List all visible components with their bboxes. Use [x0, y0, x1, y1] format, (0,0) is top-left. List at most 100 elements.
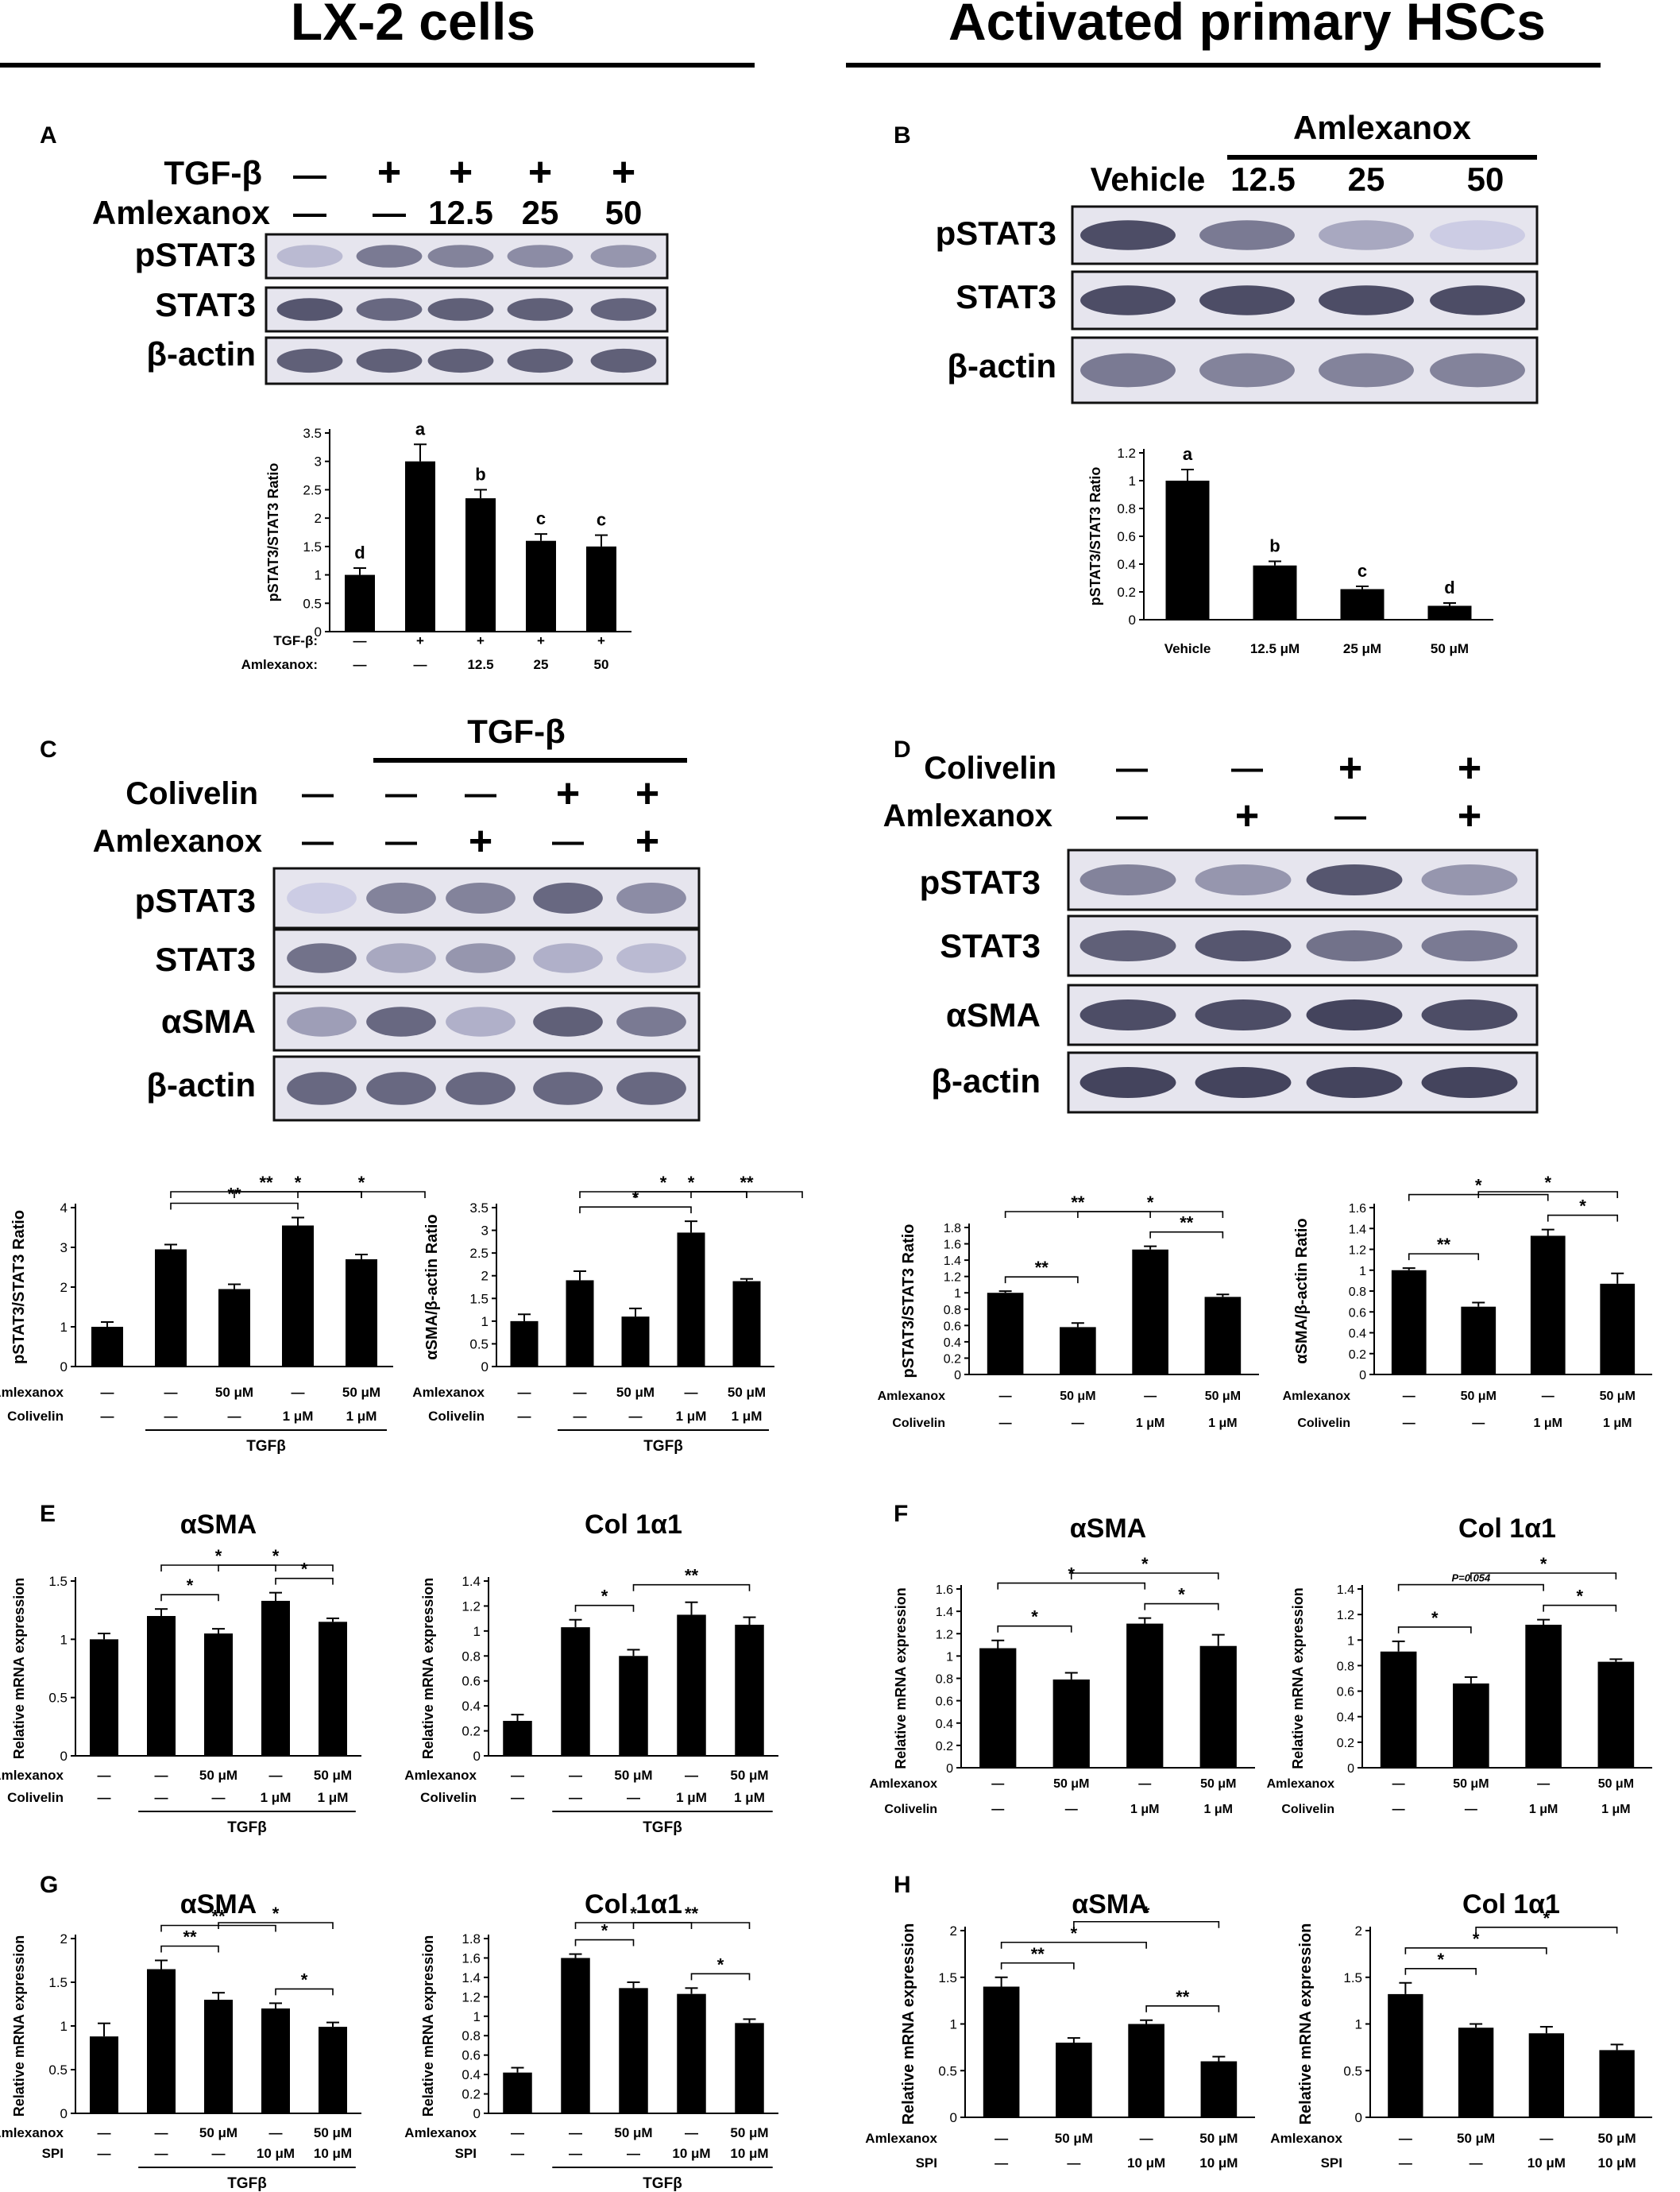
- significance-marker: *: [272, 1546, 280, 1566]
- significance-marker: **: [259, 1173, 273, 1193]
- treatment-value: 25: [534, 657, 549, 672]
- treatment-value: —: [999, 1417, 1012, 1430]
- y-tick-label: 0.2: [1117, 585, 1136, 600]
- significance-bracket: [579, 1191, 747, 1198]
- bar: [1388, 1993, 1423, 2117]
- bar: [677, 1614, 706, 1756]
- significance-marker: *: [688, 1173, 695, 1193]
- y-axis-label: Relative mRNA expression: [420, 1578, 436, 1759]
- chart-h-asma: αSMA 0 0.5 1 1.5 2 Relative mRNA expression Aml…: [865, 1889, 1255, 2171]
- significance-marker: *: [215, 1546, 222, 1566]
- blot-c-col-2: —: [385, 776, 417, 811]
- y-tick-label: 1.8: [944, 1222, 961, 1235]
- treatment-value: +: [537, 633, 545, 648]
- blot-d-stat3-band: [1306, 930, 1403, 961]
- treatment-value: —: [1399, 2131, 1412, 2146]
- bar: [1056, 2043, 1092, 2117]
- blot-a-bactin-band: [356, 348, 423, 373]
- treatment-value: —: [1392, 1803, 1405, 1816]
- treatment-value: —: [1065, 1803, 1078, 1816]
- treatment-value: —: [353, 633, 367, 648]
- blot-c-col-4: +: [556, 771, 580, 817]
- blot-d-asma-band: [1195, 999, 1292, 1030]
- treatment-value: —: [685, 1385, 698, 1400]
- bar: [204, 2000, 233, 2113]
- treatment-value: —: [269, 1768, 283, 1783]
- treatment-value: 50 μM: [730, 2125, 768, 2140]
- treatment-value: —: [991, 1803, 1004, 1816]
- blot-b-bactin-strip: [1071, 336, 1539, 404]
- significance-marker: **: [1035, 1258, 1049, 1278]
- blot-b-stat3-band: [1080, 285, 1176, 315]
- treatment-value: 12.5: [467, 657, 493, 672]
- chart-title: αSMA: [1070, 1514, 1146, 1544]
- treatment-row-label: Amlexanox: [878, 1390, 945, 1403]
- bar: [1204, 1297, 1242, 1374]
- treatment-row-label: Amlexanox: [865, 2131, 937, 2146]
- treatment-value: —: [629, 1409, 643, 1424]
- blot-c-stat3-band: [287, 943, 357, 973]
- treatment-value: —: [999, 1390, 1012, 1403]
- blot-d-aml-3: —: [1334, 798, 1366, 833]
- treatment-row-label: Colivelin: [7, 1409, 64, 1424]
- blot-c-asma-band: [366, 1007, 436, 1037]
- treatment-row-label: Amlexanox: [1283, 1390, 1350, 1403]
- blot-a-pstat3-band: [590, 245, 657, 268]
- treatment-value: 1 μM: [1130, 1803, 1159, 1816]
- significance-bracket: [160, 1594, 219, 1602]
- y-tick-label: 0.4: [1349, 1328, 1366, 1341]
- treatment-row-label: Amlexanox: [404, 1768, 477, 1783]
- bar: [261, 1600, 290, 1756]
- treatment-row-label: Colivelin: [884, 1803, 937, 1816]
- treatment-value: 10 μM: [730, 2146, 768, 2161]
- y-tick-label: 0.6: [936, 1695, 953, 1709]
- chart-d-pstat3: 0 0.2 0.4 0.6 0.8 1 1.2 1.4 1.6 1.8 pSTAT3/STAT3 R…: [878, 1193, 1259, 1430]
- treatment-value: —: [518, 1385, 531, 1400]
- blot-a-pstat3-strip: [265, 233, 669, 280]
- y-tick-label: 1.2: [944, 1271, 961, 1285]
- y-tick-label: 1: [1347, 1634, 1354, 1648]
- treatment-value: —: [1403, 1390, 1415, 1403]
- treatment-value: —: [518, 1409, 531, 1424]
- significance-marker: **: [1176, 1987, 1190, 2007]
- significance-bracket: [170, 1191, 362, 1198]
- treatment-value: 50 μM: [614, 2125, 652, 2140]
- treatment-value: —: [627, 2146, 640, 2161]
- y-tick-label: 1: [1355, 2017, 1362, 2032]
- blot-d-col-4: +: [1458, 745, 1481, 791]
- y-tick-label: 3: [315, 454, 322, 470]
- y-tick-label: 0: [954, 1369, 961, 1382]
- treatment-row-label: SPI: [455, 2146, 477, 2161]
- y-axis-label: pSTAT3/STAT3 Ratio: [1087, 467, 1103, 606]
- y-tick-label: 1.6: [1349, 1202, 1366, 1216]
- bar: [319, 1622, 347, 1756]
- y-tick-label: 3: [481, 1224, 489, 1239]
- treatment-value: —: [569, 1790, 582, 1805]
- y-tick-label: 0: [473, 1749, 481, 1764]
- treatment-value: 1 μM: [734, 1790, 765, 1805]
- y-tick-label: 1.5: [48, 1574, 68, 1589]
- blot-a-bactin-band: [590, 348, 657, 373]
- treatment-value: 10 μM: [314, 2146, 352, 2161]
- treatment-value: 50 μM: [1598, 1777, 1634, 1791]
- significance-bracket: [1149, 1231, 1224, 1239]
- bar: [566, 1280, 594, 1367]
- bar: [155, 1249, 187, 1367]
- y-axis-label: Relative mRNA expression: [900, 1923, 917, 2125]
- y-tick-label: 2: [60, 1280, 68, 1295]
- chart-b: 0 0.2 0.4 0.6 0.8 1 1.2 pSTAT3/STAT3 Ratio a b c d V…: [1087, 444, 1493, 656]
- treatment-value: 50 μM: [1060, 1390, 1095, 1403]
- blot-c-pstat3-band: [366, 883, 436, 914]
- blot-d-bactin-label: β-actin: [931, 1062, 1041, 1100]
- treatment-value: —: [1537, 1777, 1550, 1791]
- treatment-value: —: [155, 2125, 168, 2140]
- blot-b-bactin-label: β-actin: [947, 347, 1056, 385]
- blot-b-pstat3-label: pSTAT3: [936, 215, 1056, 252]
- significance-marker: **: [1031, 1944, 1045, 1964]
- treatment-value: +: [477, 633, 485, 648]
- blot-d-pstat3-band: [1421, 864, 1518, 895]
- y-tick-label: 2.5: [469, 1246, 489, 1261]
- blot-d-stat3-band: [1421, 930, 1518, 961]
- blot-c-aml-label: Amlexanox: [93, 824, 262, 859]
- treatment-row-label: Amlexanox: [0, 2125, 64, 2140]
